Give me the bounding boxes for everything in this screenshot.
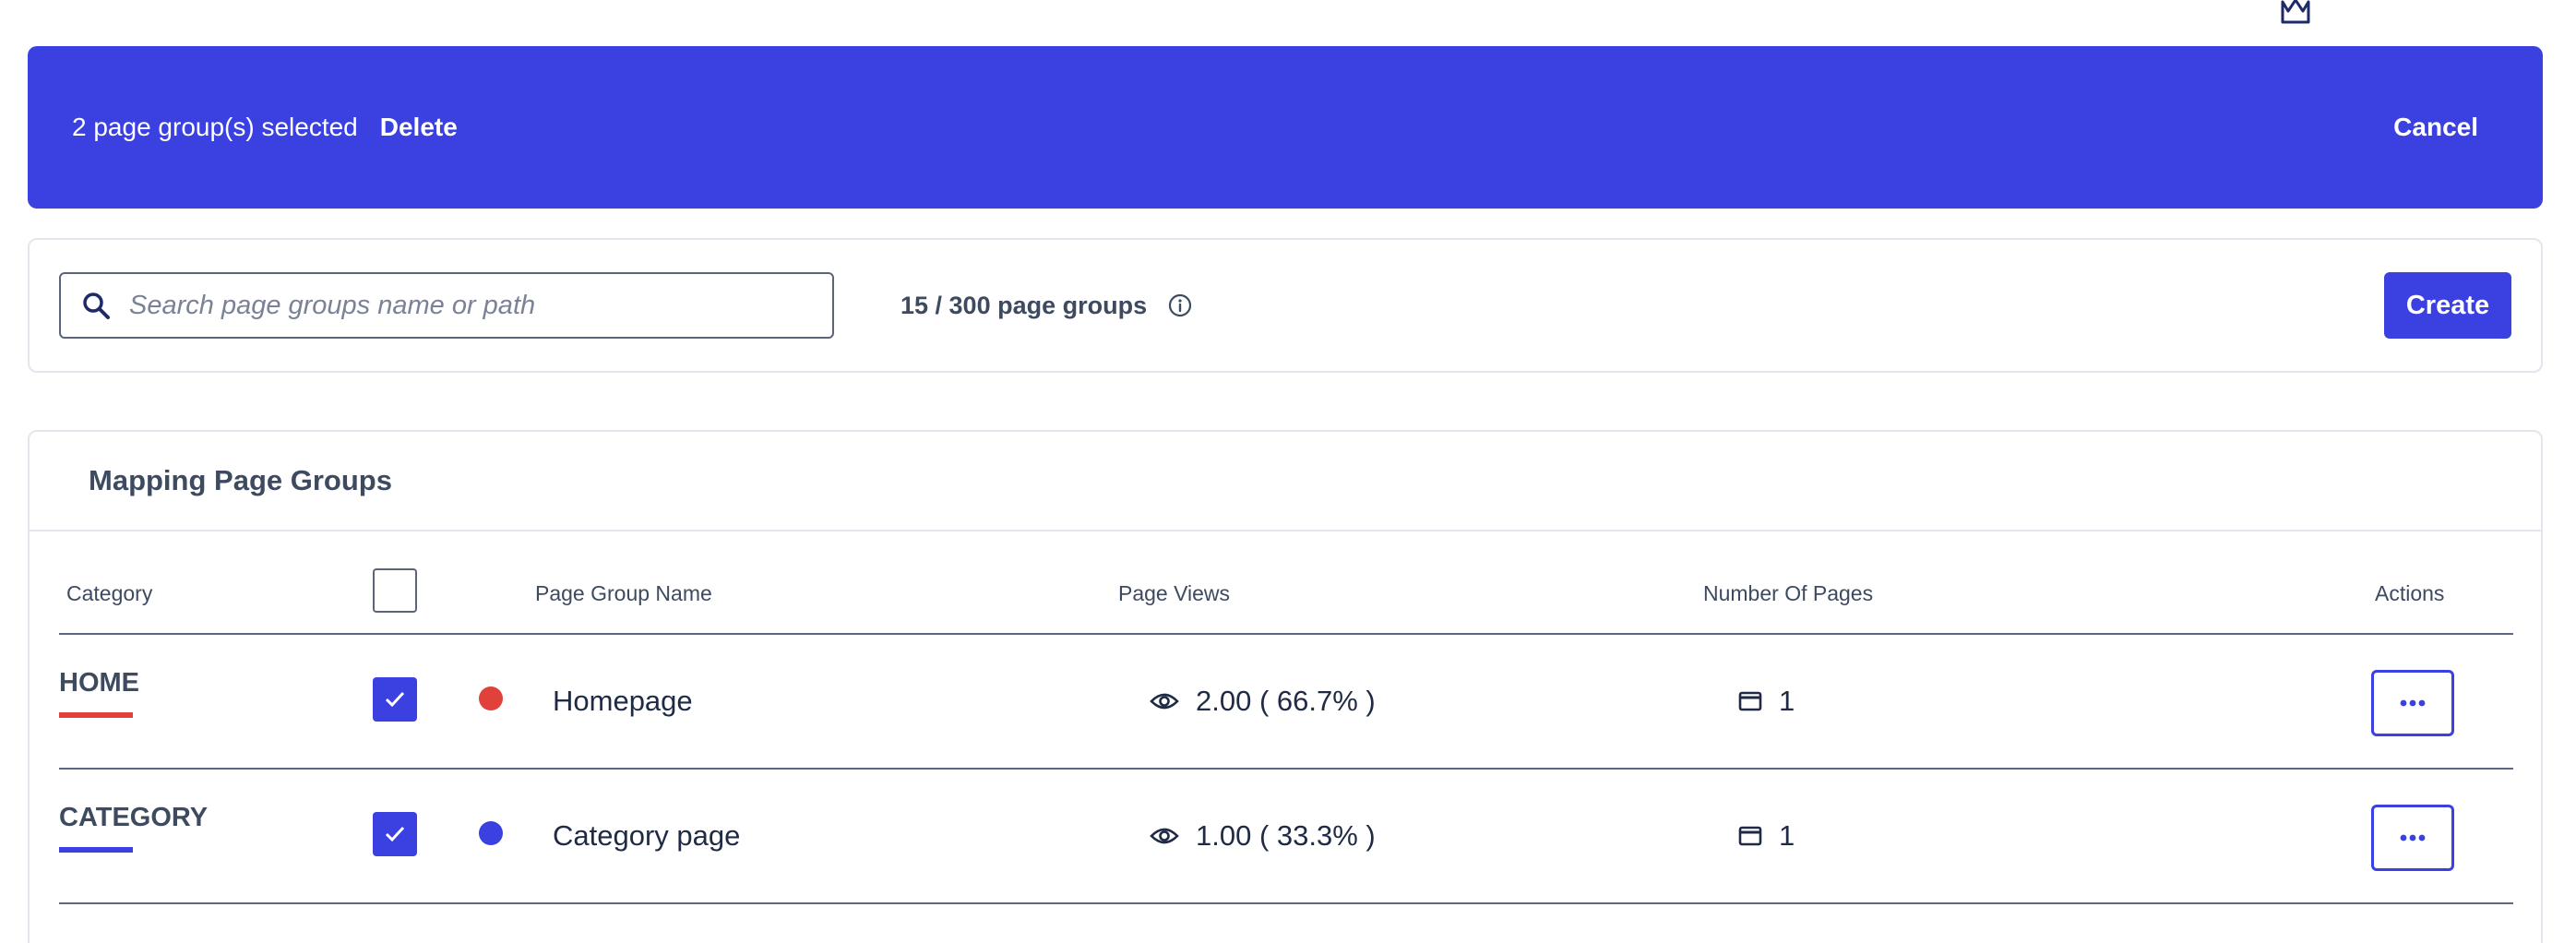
pages-value: 1 bbox=[1779, 819, 1795, 852]
table-row: HOME Homepage 2.00 ( 66.7% ) 1 bbox=[59, 635, 2513, 770]
window-icon bbox=[1738, 691, 1762, 711]
more-icon bbox=[2400, 699, 2426, 707]
pages-value: 1 bbox=[1779, 685, 1795, 717]
category-color-bar bbox=[59, 847, 133, 853]
page-views: 2.00 ( 66.7% ) bbox=[1150, 685, 1376, 718]
number-of-pages: 1 bbox=[1738, 685, 1795, 718]
page-views: 1.00 ( 33.3% ) bbox=[1150, 819, 1376, 853]
page-group-quota: 15 / 300 page groups bbox=[900, 292, 1193, 320]
checkmark-icon bbox=[385, 826, 405, 842]
delete-button[interactable]: Delete bbox=[379, 113, 458, 141]
quota-text: 15 / 300 page groups bbox=[900, 291, 1148, 319]
crown-icon bbox=[2281, 0, 2310, 24]
page-group-name[interactable]: Category page bbox=[553, 819, 741, 852]
search-input[interactable] bbox=[129, 290, 812, 321]
more-icon bbox=[2400, 834, 2426, 842]
category-label: CATEGORY bbox=[59, 803, 209, 832]
selection-bar: 2 page group(s) selected Delete Cancel bbox=[28, 46, 2543, 209]
column-header-actions: Actions bbox=[2375, 581, 2445, 605]
eye-icon bbox=[1150, 693, 1179, 710]
eye-icon bbox=[1150, 828, 1179, 844]
category-color-bar bbox=[59, 712, 133, 718]
search-box[interactable] bbox=[59, 272, 834, 339]
row-checkbox[interactable] bbox=[373, 677, 417, 722]
more-actions-button[interactable] bbox=[2371, 805, 2454, 871]
selected-count-text: 2 page group(s) selected bbox=[72, 113, 358, 141]
group-color-dot bbox=[479, 686, 503, 710]
category-label: HOME bbox=[59, 668, 139, 698]
card-title: Mapping Page Groups bbox=[30, 432, 2541, 531]
page-views-value: 2.00 ( 66.7% ) bbox=[1196, 685, 1376, 717]
column-header-views: Page Views bbox=[1118, 581, 1231, 605]
column-header-category: Category bbox=[66, 581, 153, 605]
group-color-dot bbox=[479, 821, 503, 845]
column-header-name: Page Group Name bbox=[535, 581, 712, 605]
info-icon[interactable] bbox=[1167, 292, 1193, 318]
window-icon bbox=[1738, 826, 1762, 846]
checkmark-icon bbox=[385, 691, 405, 708]
table-header: Category Page Group Name Page Views Numb… bbox=[59, 531, 2513, 635]
page-views-value: 1.00 ( 33.3% ) bbox=[1196, 819, 1376, 852]
more-actions-button[interactable] bbox=[2371, 670, 2454, 736]
toolbar-card: 15 / 300 page groups Create bbox=[28, 238, 2543, 373]
number-of-pages: 1 bbox=[1738, 819, 1795, 853]
cancel-button[interactable]: Cancel bbox=[2393, 113, 2478, 141]
create-button[interactable]: Create bbox=[2384, 272, 2511, 339]
page-group-name[interactable]: Homepage bbox=[553, 685, 693, 717]
select-all-checkbox[interactable] bbox=[373, 568, 417, 613]
column-header-pages: Number Of Pages bbox=[1703, 581, 1874, 605]
search-icon bbox=[83, 292, 110, 319]
table-row: CATEGORY Category page 1.00 ( 33.3% ) 1 bbox=[59, 770, 2513, 904]
mapping-page-groups-card: Mapping Page Groups Category Page Group … bbox=[28, 430, 2543, 943]
row-checkbox[interactable] bbox=[373, 812, 417, 856]
